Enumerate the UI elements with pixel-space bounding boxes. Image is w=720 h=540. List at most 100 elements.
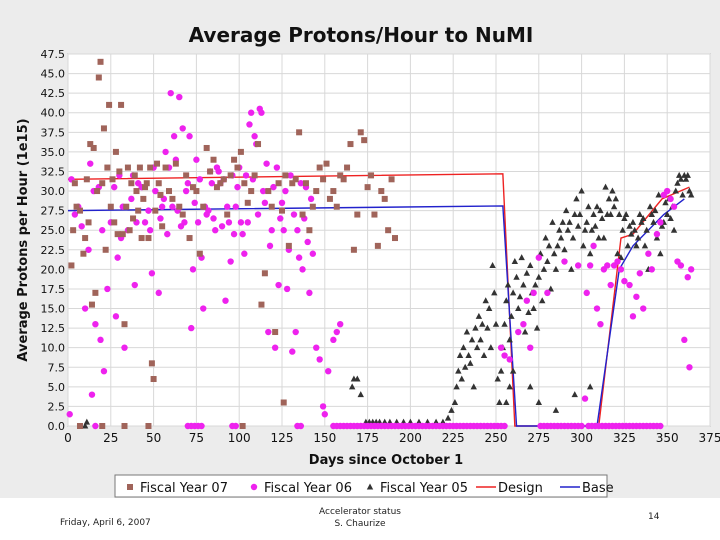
point-fiscal-year-06	[629, 313, 637, 320]
point-fiscal-year-06	[66, 411, 73, 418]
point-fiscal-year-07	[285, 242, 292, 249]
point-fiscal-year-07	[133, 188, 140, 195]
point-fiscal-year-06	[527, 344, 534, 351]
y-tick-label: 2.5	[48, 400, 66, 413]
point-fiscal-year-05	[619, 226, 626, 233]
x-tick-label: 125	[271, 431, 294, 445]
point-fiscal-year-07	[114, 231, 121, 238]
point-fiscal-year-05	[569, 234, 577, 241]
point-fiscal-year-07	[71, 180, 78, 187]
point-fiscal-year-05	[470, 383, 477, 390]
point-fiscal-year-07	[248, 188, 255, 195]
x-tick-label: 350	[656, 431, 679, 445]
point-fiscal-year-05	[482, 297, 489, 304]
point-fiscal-year-07	[265, 188, 272, 195]
point-fiscal-year-07	[140, 195, 147, 202]
point-fiscal-year-05	[465, 352, 472, 359]
point-fiscal-year-06	[87, 160, 94, 167]
point-fiscal-year-06	[200, 305, 207, 312]
point-fiscal-year-07	[166, 188, 173, 195]
point-fiscal-year-06	[501, 422, 508, 430]
point-fiscal-year-07	[85, 219, 92, 226]
point-fiscal-year-06	[164, 230, 171, 238]
footer-center: Accelerator status S. Chaurize	[300, 506, 420, 530]
point-fiscal-year-07	[130, 215, 137, 222]
point-fiscal-year-05	[684, 171, 691, 178]
y-tick-label: 7.5	[48, 361, 66, 374]
point-fiscal-year-05	[552, 265, 560, 272]
point-fiscal-year-07	[224, 211, 231, 218]
point-fiscal-year-07	[145, 423, 152, 429]
point-fiscal-year-06	[191, 199, 198, 206]
point-fiscal-year-05	[463, 328, 471, 335]
point-fiscal-year-05	[621, 214, 628, 221]
point-fiscal-year-06	[684, 274, 691, 281]
point-fiscal-year-06	[667, 195, 674, 203]
point-fiscal-year-06	[333, 328, 340, 336]
point-fiscal-year-06	[292, 328, 299, 336]
point-fiscal-year-05	[489, 261, 496, 268]
point-fiscal-year-06	[287, 172, 294, 179]
point-fiscal-year-07	[268, 203, 275, 210]
point-fiscal-year-05	[549, 218, 556, 225]
point-fiscal-year-06	[297, 422, 305, 430]
point-fiscal-year-05	[456, 352, 464, 359]
x-axis-label: Days since October 1	[309, 453, 463, 468]
point-fiscal-year-06	[169, 203, 176, 210]
point-fiscal-year-05	[444, 414, 452, 421]
point-fiscal-year-07	[126, 227, 133, 234]
point-fiscal-year-06	[148, 270, 156, 277]
point-fiscal-year-06	[92, 320, 99, 328]
point-fiscal-year-06	[306, 289, 313, 297]
point-fiscal-year-05	[600, 234, 608, 241]
point-fiscal-year-06	[297, 180, 305, 187]
point-fiscal-year-05	[677, 175, 685, 182]
x-tick-label: 250	[485, 431, 508, 445]
point-fiscal-year-07	[76, 423, 83, 429]
point-fiscal-year-07	[176, 203, 183, 210]
point-fiscal-year-05	[455, 367, 462, 374]
point-fiscal-year-06	[259, 187, 267, 195]
point-fiscal-year-06	[222, 297, 229, 304]
point-fiscal-year-05	[641, 242, 649, 249]
x-tick-label: 175	[356, 431, 379, 445]
point-fiscal-year-07	[316, 164, 323, 171]
point-fiscal-year-06	[97, 336, 104, 344]
point-fiscal-year-06	[152, 187, 159, 195]
point-fiscal-year-07	[109, 176, 116, 183]
point-fiscal-year-05	[566, 218, 573, 225]
x-tick-label: 325	[613, 431, 636, 445]
point-fiscal-year-05	[354, 375, 361, 382]
point-fiscal-year-05	[496, 399, 503, 406]
point-fiscal-year-05	[527, 261, 534, 268]
point-fiscal-year-07	[227, 172, 234, 179]
point-fiscal-year-05	[650, 218, 657, 225]
point-fiscal-year-07	[68, 262, 75, 269]
point-fiscal-year-05	[626, 222, 633, 229]
point-fiscal-year-05	[535, 273, 542, 280]
point-fiscal-year-06	[648, 266, 655, 273]
point-fiscal-year-05	[571, 211, 578, 218]
point-fiscal-year-05	[585, 203, 592, 210]
point-fiscal-year-06	[544, 289, 551, 297]
point-fiscal-year-07	[368, 172, 375, 179]
point-fiscal-year-07	[350, 246, 357, 253]
point-fiscal-year-06	[621, 277, 628, 285]
point-fiscal-year-06	[268, 227, 275, 234]
point-fiscal-year-07	[385, 227, 392, 234]
point-fiscal-year-06	[121, 344, 128, 351]
y-tick-label: 5.0	[48, 381, 66, 394]
point-fiscal-year-06	[232, 203, 239, 210]
point-fiscal-year-07	[217, 180, 224, 187]
point-fiscal-year-06	[71, 211, 79, 218]
point-fiscal-year-07	[80, 250, 87, 257]
point-fiscal-year-05	[648, 211, 655, 218]
y-tick-label: 17.5	[41, 283, 66, 296]
point-fiscal-year-06	[304, 238, 311, 246]
point-fiscal-year-06	[593, 305, 601, 312]
point-fiscal-year-06	[230, 230, 238, 238]
point-fiscal-year-07	[306, 227, 313, 234]
point-fiscal-year-06	[212, 227, 219, 234]
point-fiscal-year-06	[278, 199, 286, 206]
point-fiscal-year-06	[636, 270, 644, 277]
